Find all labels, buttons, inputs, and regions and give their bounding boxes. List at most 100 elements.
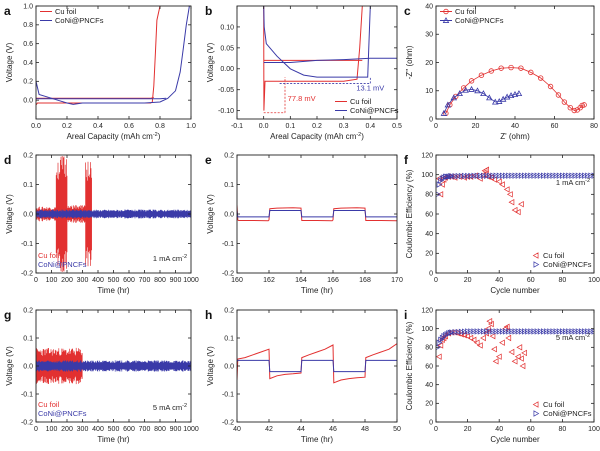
- x-tick-label-g: 500: [108, 426, 120, 433]
- data-point-c-1: [515, 90, 523, 97]
- x-axis-label-sup-a: -2: [153, 132, 158, 138]
- x-axis-label-text-g: Time (hr): [97, 435, 129, 444]
- data-point-i-0: [480, 334, 486, 342]
- y-tick-label-b: 0.05: [220, 45, 234, 52]
- legend-marker-i-1: [533, 410, 540, 417]
- series-line-a-1: [36, 96, 154, 99]
- x-tick-label-e: 160: [231, 277, 243, 284]
- data-point-f-0: [495, 178, 502, 185]
- data-point-i-1: [525, 328, 531, 335]
- data-point-c-0: [571, 107, 577, 114]
- x-tick-label-c: 60: [551, 123, 559, 130]
- y-tick-label-h: -0.2: [222, 419, 234, 426]
- data-point-i-1: [493, 328, 500, 335]
- data-point-f-1: [566, 172, 573, 179]
- data-point-f-1: [447, 172, 454, 180]
- data-point-i-1: [462, 328, 468, 335]
- y-tick-label-i: 120: [421, 307, 433, 314]
- data-point-f-1: [452, 172, 459, 180]
- y-tick-label-g: 0.0: [23, 363, 33, 370]
- plot-frame-d: [35, 154, 192, 274]
- data-point-c-1: [480, 90, 487, 97]
- data-point-f-1: [506, 172, 513, 179]
- plot-area-b: [263, 6, 397, 114]
- condition-sup-i: -2: [585, 333, 590, 339]
- x-tick-label-h: 42: [265, 426, 273, 433]
- data-point-f-1: [462, 172, 468, 180]
- data-point-i-1: [578, 328, 585, 335]
- data-point-i-1: [465, 328, 471, 335]
- y-tick-label-f: 80: [425, 192, 433, 199]
- data-point-c-1: [440, 109, 448, 116]
- x-tick-label-g: 300: [77, 426, 89, 433]
- x-axis-label-e: Time (hr): [301, 286, 333, 295]
- data-point-c-0: [488, 68, 494, 74]
- data-point-i-1: [452, 329, 459, 336]
- data-point-i-0: [464, 332, 471, 340]
- legend-label-f-1: CoNi@PNCFs: [543, 260, 592, 269]
- y-tick-label-f: 120: [421, 152, 433, 159]
- data-point-i-1: [585, 328, 592, 335]
- data-point-c-1: [503, 93, 511, 100]
- legend-label-f-0: Cu foil: [543, 251, 565, 260]
- x-axis-label-sup-b: -2: [356, 132, 361, 138]
- x-tick-label-b: 0.3: [339, 123, 349, 130]
- panel-f: f 0 20 40 60 80 100 0 20 40 60 80 100 120 Cycle number…: [404, 152, 600, 295]
- data-point-i-0: [476, 342, 483, 349]
- data-point-f-1: [465, 172, 471, 180]
- data-point-i-0: [511, 358, 518, 365]
- x-tick-label-f: 0: [434, 277, 438, 284]
- data-point-i-1: [556, 328, 563, 335]
- data-point-c-0: [547, 83, 554, 90]
- condition-label-d: 1 mA cm-2: [153, 254, 187, 263]
- data-point-f-1: [591, 172, 594, 179]
- data-point-i-0: [486, 318, 493, 325]
- y-tick-label-d: 0.2: [23, 152, 33, 159]
- data-point-i-1: [455, 328, 462, 336]
- data-point-i-0: [516, 344, 523, 351]
- x-tick-label-b: -0.1: [231, 123, 243, 130]
- y-tick-label-h: 0.2: [224, 307, 234, 314]
- x-tick-label-g: 200: [61, 426, 73, 433]
- x-tick-label-i: 100: [588, 426, 600, 433]
- x-tick-label-i: 60: [527, 426, 535, 433]
- series-line-h-0: [237, 343, 397, 384]
- plot-frame-c: [435, 5, 595, 120]
- plot-frame-g: [35, 309, 192, 423]
- data-point-f-0: [506, 191, 513, 198]
- panel-d: d 0 100 200 300 400 500 600 700 800 900 1000 -0.2 -0.…: [4, 152, 199, 295]
- y-tick-label-e: -0.1: [222, 241, 234, 248]
- series-line-b-2: [263, 6, 371, 78]
- x-tick-label-c: 0: [434, 123, 438, 130]
- x-tick-label-d: 900: [170, 277, 182, 284]
- panel-b: b -0.1 0.0 0.1 0.2 0.3 0.4 0.5 -0.10 -0.05 0.00 0.0…: [205, 4, 402, 141]
- y-tick-label-a: 0.2: [23, 79, 33, 86]
- data-point-i-1: [477, 328, 484, 335]
- data-point-i-1: [522, 328, 528, 335]
- x-tick-label-g: 800: [154, 426, 166, 433]
- y-tick-label-c: 20: [425, 60, 433, 67]
- x-tick-label-b: 0.1: [285, 123, 295, 130]
- y-tick-label-f: 40: [425, 231, 433, 238]
- x-tick-label-d: 1000: [183, 277, 199, 284]
- data-point-f-1: [518, 172, 525, 179]
- data-point-i-1: [534, 328, 541, 335]
- data-point-c-0: [537, 75, 544, 81]
- data-point-c-0: [567, 104, 573, 111]
- data-point-i-0: [521, 349, 527, 357]
- x-axis-label-d: Time (hr): [97, 286, 129, 295]
- data-point-f-1: [578, 172, 585, 179]
- x-tick-label-c: 40: [511, 123, 519, 130]
- data-point-f-1: [534, 172, 541, 179]
- data-point-i-1: [503, 328, 509, 335]
- y-tick-label-d: 0.1: [23, 182, 33, 189]
- data-point-c-1: [450, 94, 458, 101]
- x-tick-label-h: 40: [233, 426, 241, 433]
- y-tick-label-i: 80: [425, 345, 433, 352]
- legend-marker-c-0: [443, 8, 449, 15]
- x-tick-label-b: 0.2: [312, 123, 322, 130]
- data-point-c-1: [456, 90, 463, 97]
- x-tick-label-f: 100: [588, 277, 600, 284]
- x-tick-label-h: 50: [393, 426, 401, 433]
- data-point-c-0: [478, 72, 485, 78]
